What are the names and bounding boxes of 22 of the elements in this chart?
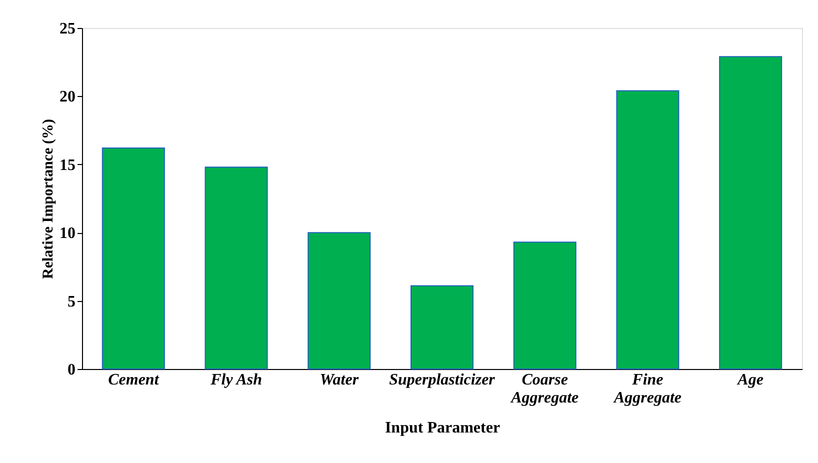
x-tick-label: Superplasticizer	[389, 372, 496, 388]
bar	[719, 56, 782, 370]
x-tick-label: Fly Ash	[210, 372, 262, 388]
y-tick-label: 10	[60, 225, 76, 242]
y-tick-label: 15	[60, 156, 76, 174]
bar	[308, 232, 371, 370]
x-tick-label: Cement	[108, 372, 160, 388]
y-tick-label: 25	[60, 20, 76, 38]
y-tick-label: 20	[60, 88, 76, 106]
bar	[616, 90, 680, 370]
bar	[102, 148, 165, 370]
y-tick-label: 5	[68, 293, 76, 310]
x-tick-label: Coarse Aggregate	[510, 372, 579, 406]
x-tick-label: Age	[736, 372, 764, 388]
y-axis-title: Relative Importance (%)	[40, 119, 56, 279]
x-axis-title: Input Parameter	[384, 420, 500, 436]
x-tick-label: Fine Aggregate	[612, 372, 682, 406]
bar	[204, 166, 268, 370]
x-tick-label: Water	[320, 372, 360, 388]
bar	[513, 242, 576, 370]
bar	[410, 285, 474, 370]
y-tick-label: 0	[68, 362, 76, 378]
